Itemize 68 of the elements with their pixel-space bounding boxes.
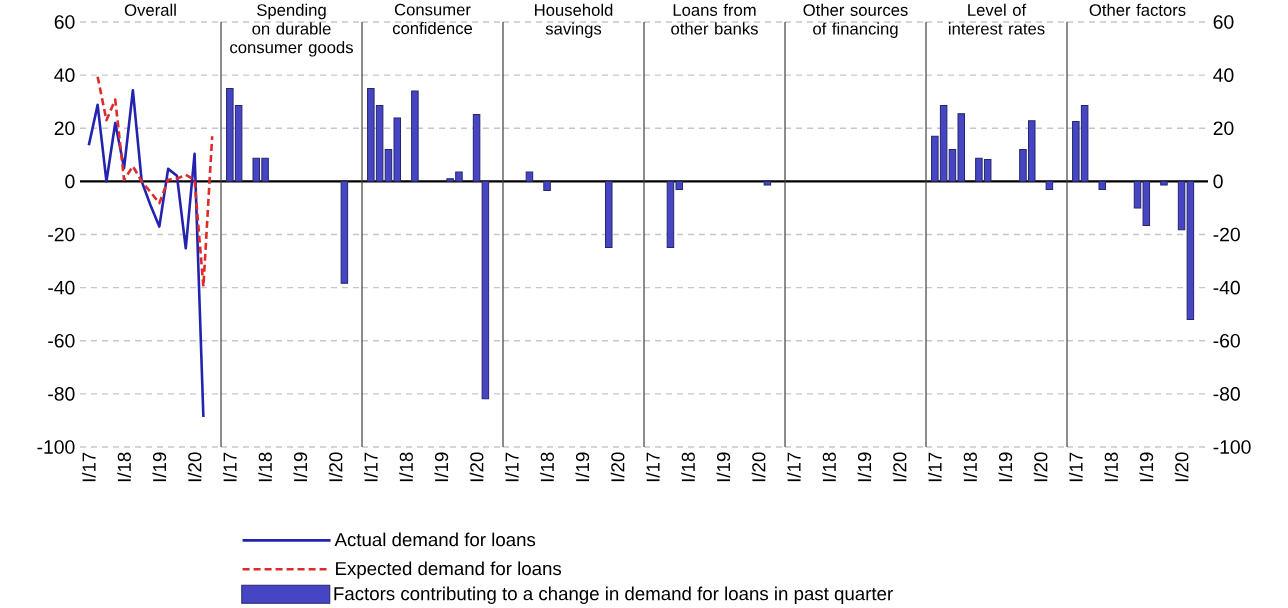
chart-title: Spending on durable consumer goods <box>230 3 353 57</box>
x-tick-label: I/19 <box>152 452 167 482</box>
x-tick-label: I/17 <box>786 452 801 482</box>
y-tick-label: -80 <box>1213 387 1240 401</box>
x-tick-label: I/20 <box>892 452 907 482</box>
x-tick-label: I/18 <box>681 452 695 482</box>
bar <box>1160 180 1168 186</box>
y-tick-label: -40 <box>1213 280 1240 295</box>
legend-label: Factors contributing to a change in demand for loans in past quarter <box>334 586 893 604</box>
y-tick-label: 0 <box>1213 174 1223 189</box>
chart-title: Overall <box>124 3 176 16</box>
chart-title: Loans from other banks <box>671 3 758 35</box>
x-tick-label: I/18 <box>117 452 131 482</box>
x-tick-label: I/20 <box>469 452 484 482</box>
y-tick-label: -60 <box>48 333 75 348</box>
chart-title: Household savings <box>535 3 613 38</box>
x-tick-label: I/19 <box>998 452 1013 482</box>
line-series <box>96 75 214 288</box>
x-tick-label: I/20 <box>610 452 625 482</box>
x-tick-label: I/20 <box>187 452 202 482</box>
x-tick-label: I/19 <box>575 452 590 482</box>
x-tick-label: I/19 <box>1139 452 1154 482</box>
chart-title: Other factors <box>1089 3 1186 16</box>
x-tick-label: I/17 <box>504 452 519 482</box>
x-tick-label: I/20 <box>1174 452 1189 482</box>
chart-title: Level of interest rates <box>948 3 1045 35</box>
y-tick-label: -20 <box>48 227 75 242</box>
y-tick-label: -100 <box>1213 440 1251 454</box>
y-tick-label: -100 <box>37 440 75 454</box>
y-tick-label: 20 <box>54 121 75 136</box>
y-tick-label: 40 <box>1213 68 1234 82</box>
legend-label: Actual demand for loans <box>334 532 536 547</box>
x-tick-label: I/20 <box>328 452 343 482</box>
y-tick-label: 60 <box>1213 15 1234 29</box>
y-tick-label: -20 <box>1213 227 1240 242</box>
y-tick-label: -40 <box>48 280 75 295</box>
y-tick-label: -60 <box>1213 333 1240 348</box>
x-tick-label: I/19 <box>716 452 731 482</box>
y-tick-label: 40 <box>54 68 75 82</box>
x-tick-label: I/18 <box>1104 452 1118 482</box>
x-tick-label: I/19 <box>434 452 449 482</box>
x-tick-label: I/18 <box>540 452 554 482</box>
x-tick-label: I/17 <box>927 452 942 482</box>
line-series <box>87 88 205 419</box>
x-tick-label: I/18 <box>258 452 272 482</box>
x-tick-label: I/20 <box>1033 452 1048 482</box>
x-tick-label: I/20 <box>751 452 766 482</box>
x-tick-label: I/17 <box>363 452 378 482</box>
x-tick-label: I/19 <box>857 452 872 482</box>
y-tick-label: 0 <box>65 174 75 189</box>
chart-title: Consumer confidence <box>392 3 473 35</box>
x-tick-label: I/17 <box>1068 452 1083 482</box>
bar <box>340 180 349 284</box>
y-tick-label: -80 <box>48 387 75 401</box>
x-tick-label: I/17 <box>81 452 96 482</box>
x-tick-label: I/17 <box>645 452 660 482</box>
x-tick-label: I/18 <box>822 452 836 482</box>
bar <box>411 90 419 182</box>
x-tick-label: I/17 <box>222 452 237 482</box>
y-tick-label: 20 <box>1213 121 1234 136</box>
bar <box>1045 180 1054 191</box>
x-tick-label: I/18 <box>399 452 413 482</box>
chart-title: Other sources of financing <box>803 3 908 38</box>
x-tick-label: I/18 <box>963 452 977 482</box>
y-tick-label: 60 <box>54 15 75 29</box>
bar <box>1098 180 1107 191</box>
legend-label: Expected demand for loans <box>336 561 562 579</box>
x-tick-label: I/19 <box>293 452 308 482</box>
